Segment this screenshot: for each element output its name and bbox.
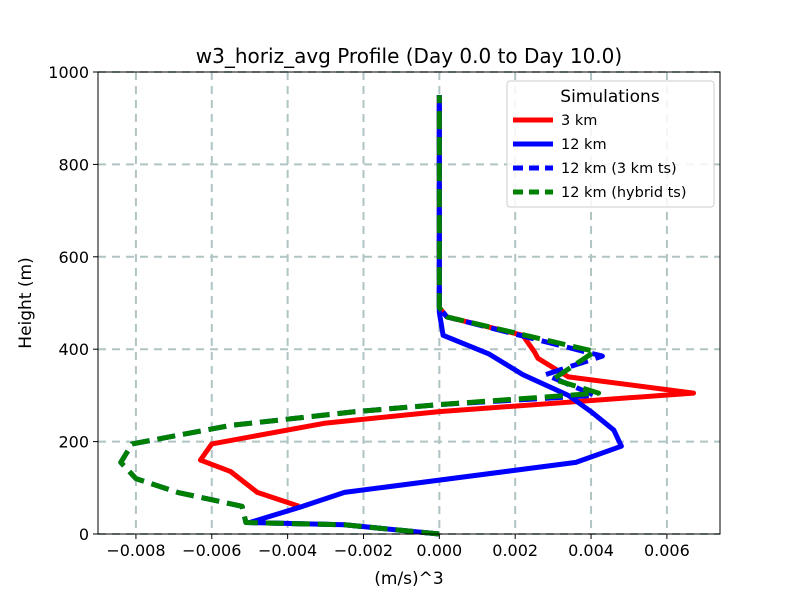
x-tick-label: −0.006 [182, 541, 241, 560]
axis-ticks: −0.008 −0.006 −0.004 −0.002 0.000 0.002 0.004 0… [48, 63, 690, 560]
y-tick-label: 200 [58, 433, 89, 452]
legend: Simulations 3 km 12 km 12 km (3 km ts) 12 k… [506, 80, 715, 208]
y-tick-label: 0 [79, 525, 89, 544]
y-axis-title: Height (m) [16, 257, 36, 348]
legend-label-4: 12 km (hybrid ts) [561, 185, 687, 201]
x-tick-label: 0.006 [644, 541, 690, 560]
x-axis-title: (m/s)^3 [374, 569, 443, 589]
x-tick-label: −0.004 [258, 541, 317, 560]
x-tick-label: 0.004 [568, 541, 614, 560]
legend-label-1: 3 km [561, 113, 597, 129]
x-tick-label: −0.002 [334, 541, 393, 560]
legend-label-3: 12 km (3 km ts) [561, 161, 677, 177]
x-tick-label: 0.000 [416, 541, 462, 560]
legend-box [506, 80, 715, 208]
y-tick-label: 800 [58, 155, 89, 174]
chart-title: w3_horiz_avg Profile (Day 0.0 to Day 10.… [196, 44, 622, 68]
legend-title: Simulations [560, 87, 660, 107]
legend-entries: 3 km 12 km 12 km (3 km ts) 12 km (hybrid ts… [513, 113, 687, 201]
y-tick-label: 600 [58, 248, 89, 267]
y-tick-label: 1000 [48, 63, 89, 82]
plot-frame [97, 71, 721, 535]
x-tick-label: −0.008 [106, 541, 165, 560]
x-tick-label: 0.002 [492, 541, 538, 560]
legend-label-2: 12 km [561, 137, 607, 153]
series-lines [118, 95, 696, 537]
series-line-2 [247, 95, 624, 537]
y-tick-label: 400 [58, 340, 89, 359]
